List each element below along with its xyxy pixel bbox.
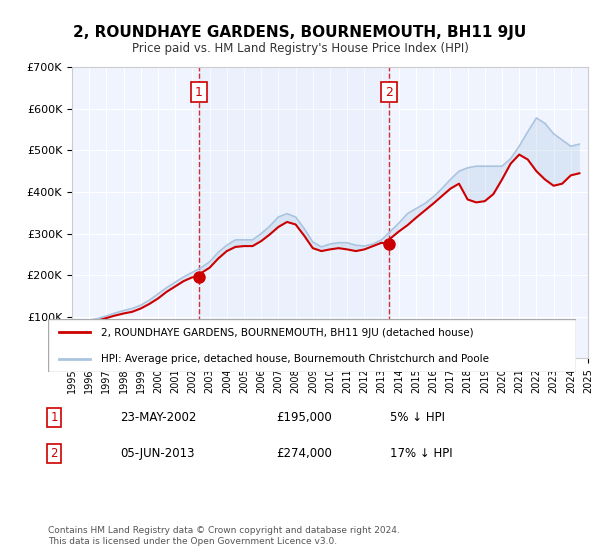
Text: 05-JUN-2013: 05-JUN-2013 — [120, 447, 194, 460]
Text: 23-MAY-2002: 23-MAY-2002 — [120, 410, 196, 424]
Text: 17% ↓ HPI: 17% ↓ HPI — [390, 447, 452, 460]
Text: 1: 1 — [195, 86, 203, 99]
Text: Price paid vs. HM Land Registry's House Price Index (HPI): Price paid vs. HM Land Registry's House … — [131, 42, 469, 55]
FancyBboxPatch shape — [48, 319, 576, 372]
Text: £195,000: £195,000 — [276, 410, 332, 424]
Text: 2, ROUNDHAYE GARDENS, BOURNEMOUTH, BH11 9JU (detached house): 2, ROUNDHAYE GARDENS, BOURNEMOUTH, BH11 … — [101, 328, 473, 338]
Text: Contains HM Land Registry data © Crown copyright and database right 2024.
This d: Contains HM Land Registry data © Crown c… — [48, 526, 400, 546]
Text: 2: 2 — [385, 86, 393, 99]
Text: 2: 2 — [50, 447, 58, 460]
Text: 1: 1 — [50, 410, 58, 424]
Text: £274,000: £274,000 — [276, 447, 332, 460]
Bar — [199, 67, 389, 358]
Text: HPI: Average price, detached house, Bournemouth Christchurch and Poole: HPI: Average price, detached house, Bour… — [101, 354, 489, 364]
Text: 5% ↓ HPI: 5% ↓ HPI — [390, 410, 445, 424]
Text: 2, ROUNDHAYE GARDENS, BOURNEMOUTH, BH11 9JU: 2, ROUNDHAYE GARDENS, BOURNEMOUTH, BH11 … — [73, 25, 527, 40]
